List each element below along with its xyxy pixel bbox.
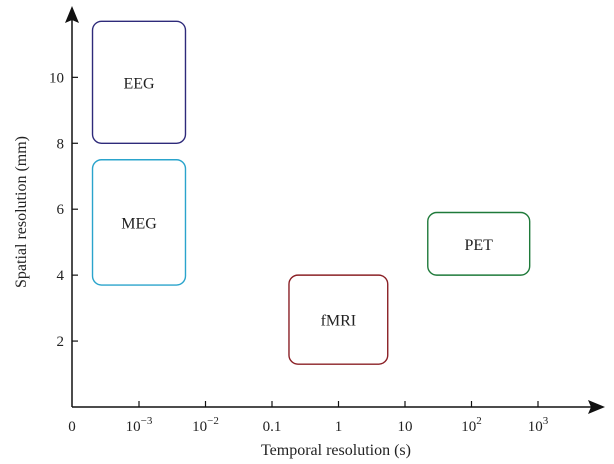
region-label-fmri: fMRI bbox=[321, 313, 357, 330]
y-axis-label: Spatial resolution (mm) bbox=[13, 136, 30, 288]
x-tick-label: 0 bbox=[68, 419, 76, 435]
x-tick-label: 10−3 bbox=[126, 415, 153, 435]
region-pet bbox=[427, 211, 531, 276]
x-axis-arrow bbox=[588, 400, 605, 414]
region-fmri bbox=[288, 274, 389, 365]
y-ticks: 2 4 6 8 10 bbox=[49, 70, 78, 350]
region-label-meg: MEG bbox=[121, 215, 157, 232]
y-tick-label: 2 bbox=[57, 334, 65, 350]
region-eeg bbox=[91, 20, 187, 144]
y-tick-label: 8 bbox=[57, 136, 65, 152]
region-meg bbox=[91, 159, 187, 286]
y-tick-label: 10 bbox=[49, 70, 64, 86]
y-tick-label: 4 bbox=[57, 268, 65, 284]
y-tick-label: 6 bbox=[57, 202, 65, 218]
x-axis-label: Temporal resolution (s) bbox=[261, 442, 411, 459]
axes bbox=[65, 6, 605, 414]
x-ticks: 0 10−3 10−2 0.1 1 10 102 103 bbox=[68, 401, 549, 435]
region-label-pet: PET bbox=[465, 237, 494, 254]
x-tick-label: 102 bbox=[461, 415, 482, 435]
x-tick-label: 1 bbox=[335, 419, 343, 435]
x-tick-label: 10 bbox=[398, 419, 413, 435]
x-tick-label: 10−2 bbox=[192, 415, 219, 435]
x-tick-label: 0.1 bbox=[263, 419, 282, 435]
y-axis-arrow bbox=[65, 6, 79, 23]
regions: EEG MEG fMRI PET bbox=[91, 20, 531, 365]
region-label-eeg: EEG bbox=[123, 75, 155, 92]
x-tick-label: 103 bbox=[528, 415, 549, 435]
